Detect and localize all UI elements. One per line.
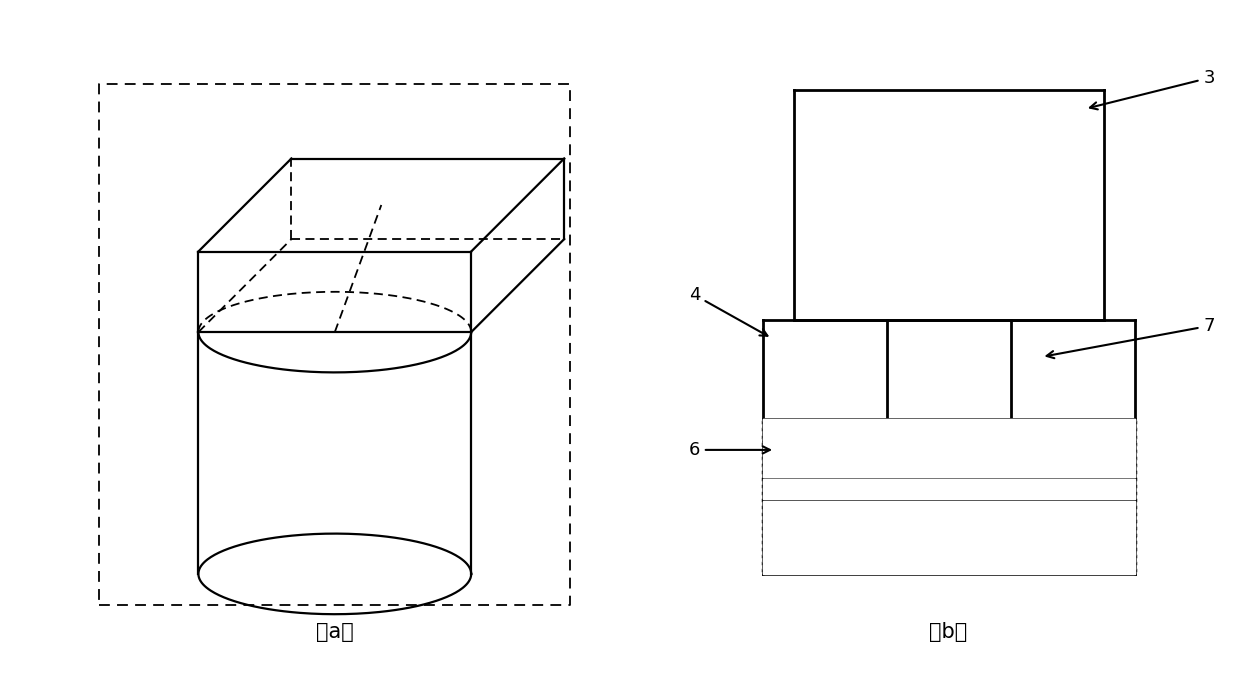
- Text: 4: 4: [688, 286, 768, 336]
- Text: （b）: （b）: [930, 622, 967, 642]
- Text: 3: 3: [1090, 69, 1215, 110]
- Text: （a）: （a）: [316, 622, 353, 642]
- Text: 6: 6: [688, 441, 770, 459]
- Text: 7: 7: [1047, 317, 1215, 358]
